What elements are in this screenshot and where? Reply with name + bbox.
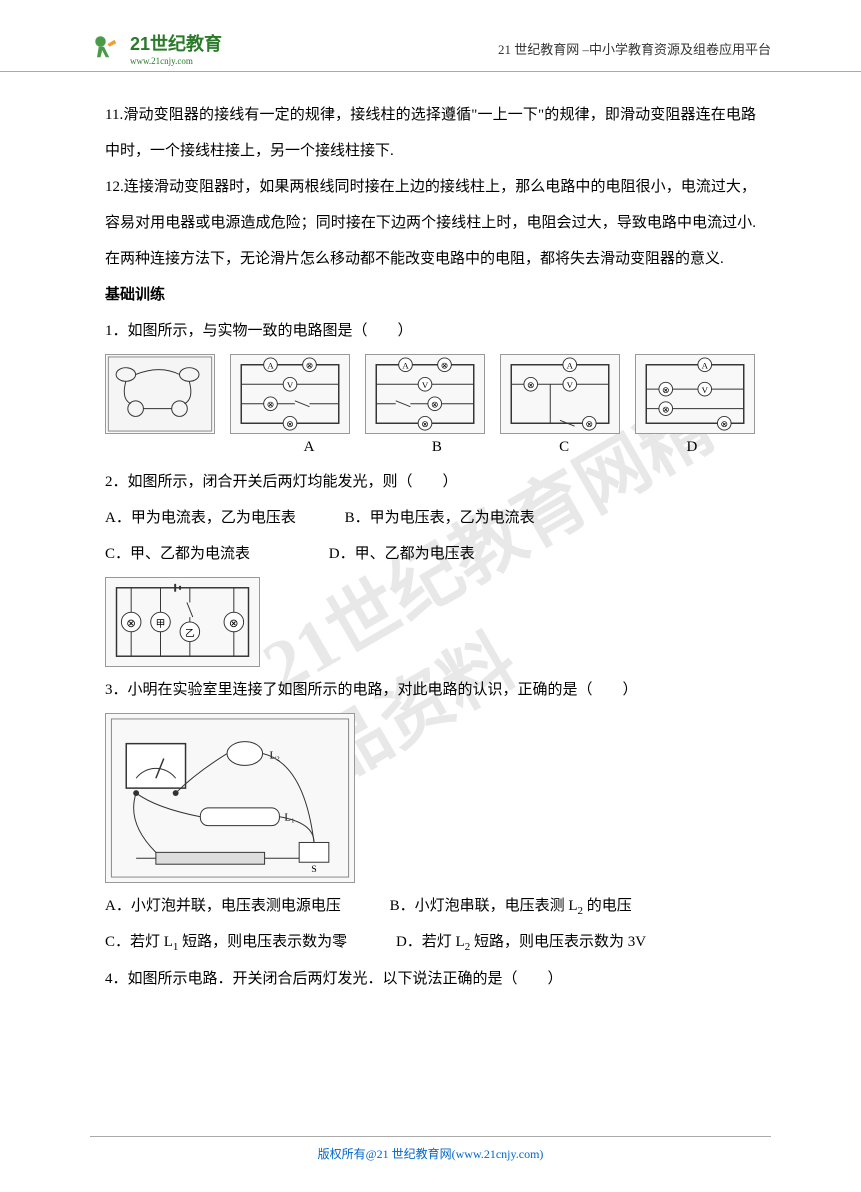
svg-text:V: V: [567, 380, 574, 390]
logo-icon: [90, 31, 125, 66]
svg-text:甲: 甲: [156, 619, 166, 630]
svg-text:V: V: [702, 385, 709, 395]
q2-opt-b: B．甲为电压表，乙为电流表: [345, 510, 535, 526]
q2-options-ab: A．甲为电流表，乙为电压表 B．甲为电压表，乙为电流表: [105, 500, 756, 536]
q1-circuit-a: A ⊗ V ⊗ ⊗: [230, 354, 350, 434]
svg-text:V: V: [422, 380, 429, 390]
svg-text:L₂: L₂: [270, 749, 281, 761]
q1-circuit-c: A ⊗ V ⊗: [500, 354, 620, 434]
svg-text:乙: 乙: [185, 628, 195, 640]
q2-options-cd: C．甲、乙都为电流表 D．甲、乙都为电压表: [105, 536, 756, 572]
svg-text:⊗: ⊗: [421, 419, 428, 429]
q1-circuit-b: A ⊗ V ⊗ ⊗: [365, 354, 485, 434]
svg-text:⊗: ⊗: [721, 419, 728, 429]
logo: 21世纪教育 www.21cnjy.com: [90, 30, 222, 66]
q3-opt-b: B．小灯泡串联，电压表测 L2 的电压: [390, 898, 632, 914]
svg-text:A: A: [702, 361, 709, 371]
q2-opt-d: D．甲、乙都为电压表: [329, 546, 475, 562]
q1-option-labels: A B C D: [105, 439, 756, 456]
q1-label-b: B: [432, 439, 442, 456]
paragraph-11: 11.滑动变阻器的接线有一定的规律，接线柱的选择遵循"一上一下"的规律，即滑动变…: [105, 97, 756, 169]
q3-opt-d: D．若灯 L2 短路，则电压表示数为 3V: [396, 934, 646, 950]
header-right-text: 21 世纪教育网 –中小学教育资源及组卷应用平台: [498, 39, 771, 58]
q1-circuit-d: A ⊗ V ⊗ ⊗: [635, 354, 755, 434]
svg-text:⊗: ⊗: [306, 361, 313, 371]
svg-text:A: A: [567, 361, 574, 371]
main-content: 11.滑动变阻器的接线有一定的规律，接线柱的选择遵循"一上一下"的规律，即滑动变…: [0, 97, 861, 997]
question-1: 1．如图所示，与实物一致的电路图是（ ）: [105, 313, 756, 349]
q1-label-d: D: [686, 439, 697, 456]
q1-label-a: A: [304, 439, 315, 456]
q1-circuits: A ⊗ V ⊗ ⊗ A ⊗ V ⊗ ⊗ A ⊗ V: [105, 354, 756, 434]
question-2: 2．如图所示，闭合开关后两灯均能发光，则（ ）: [105, 464, 756, 500]
logo-text: 21世纪教育 www.21cnjy.com: [130, 30, 222, 66]
logo-sub-text: www.21cnjy.com: [130, 56, 222, 66]
svg-text:A: A: [402, 361, 409, 371]
svg-text:⊗: ⊗: [229, 617, 239, 630]
q3-circuit: L₂ L₁ S: [105, 713, 355, 883]
svg-text:⊗: ⊗: [126, 617, 136, 630]
svg-text:⊗: ⊗: [441, 361, 448, 371]
paragraph-12: 12.连接滑动变阻器时，如果两根线同时接在上边的接线柱上，那么电路中的电阻很小，…: [105, 169, 756, 277]
q1-real-circuit: [105, 354, 215, 434]
footer-text: 版权所有@21 世纪教育网(www.21cnjy.com): [318, 1147, 544, 1161]
question-4: 4．如图所示电路．开关闭合后两灯发光．以下说法正确的是（ ）: [105, 961, 756, 997]
svg-text:A: A: [267, 361, 274, 371]
svg-text:⊗: ⊗: [267, 400, 274, 410]
q3-opt-c: C．若灯 L1 短路，则电压表示数为零: [105, 934, 347, 950]
svg-text:⊗: ⊗: [586, 419, 593, 429]
svg-text:⊗: ⊗: [662, 385, 669, 395]
q3-opt-a: A．小灯泡并联，电压表测电源电压: [105, 898, 341, 914]
page-header: 21世纪教育 www.21cnjy.com 21 世纪教育网 –中小学教育资源及…: [0, 0, 861, 72]
q2-circuit: ⊗ 甲 乙 ⊗: [105, 577, 260, 667]
svg-text:S: S: [311, 864, 317, 875]
svg-text:⊗: ⊗: [286, 419, 293, 429]
page-footer: 版权所有@21 世纪教育网(www.21cnjy.com): [90, 1136, 771, 1162]
svg-text:⊗: ⊗: [662, 405, 669, 415]
question-3: 3．小明在实验室里连接了如图所示的电路，对此电路的认识，正确的是（ ）: [105, 672, 756, 708]
q2-opt-a: A．甲为电流表，乙为电压表: [105, 510, 296, 526]
q3-options-ab: A．小灯泡并联，电压表测电源电压 B．小灯泡串联，电压表测 L2 的电压: [105, 888, 756, 924]
svg-text:V: V: [287, 380, 294, 390]
logo-main-text: 21世纪教育: [130, 30, 222, 56]
section-title: 基础训练: [105, 277, 756, 313]
q1-label-c: C: [559, 439, 569, 456]
q2-opt-c: C．甲、乙都为电流表: [105, 546, 250, 562]
svg-text:⊗: ⊗: [527, 380, 534, 390]
svg-text:⊗: ⊗: [431, 400, 438, 410]
q3-options-cd: C．若灯 L1 短路，则电压表示数为零 D．若灯 L2 短路，则电压表示数为 3…: [105, 924, 756, 960]
